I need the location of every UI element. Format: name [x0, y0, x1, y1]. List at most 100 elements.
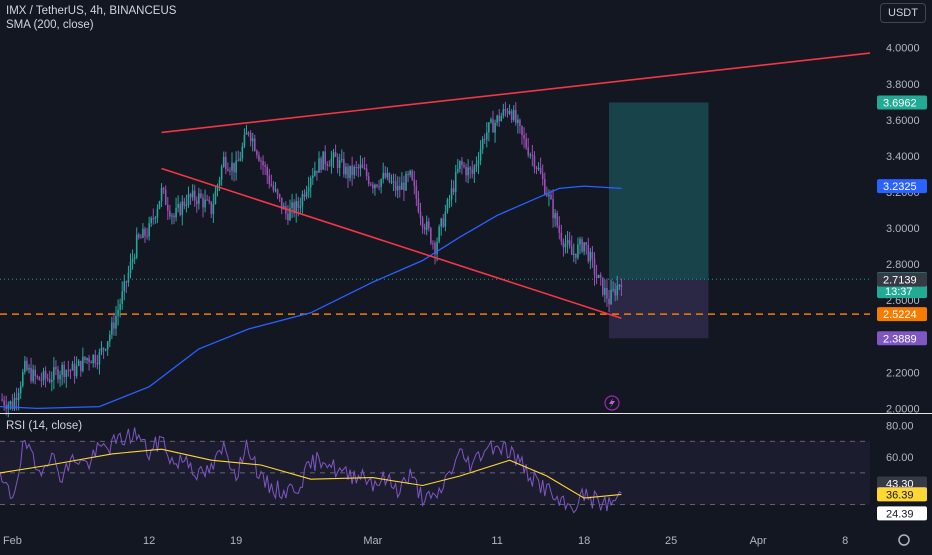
candle-body: [363, 167, 366, 169]
price-label-badge: [877, 179, 927, 194]
candle-body: [69, 370, 72, 372]
candle-body: [604, 287, 606, 295]
candle-body: [467, 167, 469, 176]
candle-body: [187, 194, 190, 205]
candle-body: [210, 201, 213, 215]
lightning-bolt-icon: [609, 398, 615, 408]
countdown-label-text: 13:37: [885, 286, 913, 298]
candle-body: [440, 218, 443, 227]
candle-body: [156, 208, 159, 218]
candle-body: [140, 237, 142, 239]
candle-body: [421, 218, 424, 228]
candle-body: [616, 285, 619, 296]
candle-body: [198, 193, 200, 204]
candle-body: [417, 198, 420, 212]
candle-body: [376, 184, 378, 187]
candle-body: [320, 158, 322, 170]
candle-body: [620, 284, 623, 288]
candle-body: [357, 167, 360, 169]
candle-body: [527, 147, 530, 156]
price-axis-tick: 3.0000: [886, 223, 920, 235]
candle-body: [523, 135, 525, 139]
rsi-ma-line: [0, 448, 622, 499]
candle-body: [79, 360, 82, 371]
price-label-text: 3.2325: [883, 181, 917, 193]
candle-body: [266, 166, 269, 176]
candle-body: [71, 363, 74, 371]
candle-body: [171, 215, 173, 217]
candle-body: [227, 169, 229, 171]
candle-body: [36, 376, 39, 378]
candle-body: [456, 168, 459, 172]
candle-body: [347, 166, 349, 178]
candle-body: [19, 385, 22, 393]
price-axis-tick: 2.2000: [886, 367, 920, 379]
candle-body: [326, 163, 329, 166]
candle-body: [235, 160, 237, 173]
candle-body: [575, 253, 577, 258]
candle-body: [330, 158, 333, 167]
candle-body: [427, 221, 430, 229]
candle-body: [311, 175, 314, 179]
candle-body: [328, 165, 331, 167]
candle-body: [287, 213, 289, 221]
candle-body: [380, 179, 382, 187]
candle-body: [568, 240, 571, 247]
candle-body: [237, 160, 240, 162]
currency-button[interactable]: USDT: [880, 3, 926, 23]
upper-trendline: [161, 52, 871, 134]
candle-body: [44, 371, 47, 379]
candle-body: [220, 166, 223, 180]
candle-body: [301, 194, 304, 207]
candle-body: [9, 401, 12, 405]
candle-body: [193, 190, 196, 201]
candle-body: [359, 164, 362, 169]
candle-body: [351, 165, 353, 176]
candle-body: [137, 234, 140, 238]
time-axis-tick: Feb: [3, 535, 22, 547]
candle-body: [463, 165, 465, 167]
candle-body: [564, 243, 567, 248]
candle-body: [618, 284, 621, 286]
candle-body: [289, 207, 291, 221]
candle-body: [525, 138, 527, 148]
candle-body: [11, 401, 14, 410]
candle-body: [566, 240, 569, 244]
candle-body: [46, 378, 49, 380]
candle-body: [471, 169, 474, 174]
candle-body: [448, 199, 451, 201]
candle-body: [378, 186, 380, 188]
candle-body: [610, 289, 612, 305]
candle-body: [125, 281, 128, 283]
candle-body: [212, 204, 215, 215]
candle-body: [419, 211, 422, 219]
candle-body: [195, 200, 198, 204]
candle-body: [34, 369, 37, 377]
candle-body: [32, 369, 34, 381]
candle-body: [208, 199, 211, 202]
candle-body: [285, 206, 287, 214]
candle-body: [430, 228, 432, 244]
candle-body: [461, 160, 463, 166]
candle-body: [175, 207, 177, 218]
sma-200-line: [0, 185, 622, 410]
candle-body: [390, 181, 393, 183]
symbol-legend[interactable]: IMX / TetherUS, 4h, BINANCEUS: [6, 5, 177, 17]
sma-legend[interactable]: SMA (200, close): [6, 19, 94, 31]
candle-body: [355, 166, 358, 168]
candle-body: [251, 138, 254, 142]
candle-body: [297, 201, 300, 208]
candle-body: [50, 379, 53, 383]
candle-body: [500, 115, 503, 122]
rsi-legend[interactable]: RSI (14, close): [6, 420, 83, 432]
candle-body: [127, 272, 130, 283]
candle-body: [469, 167, 472, 170]
candle-body: [173, 215, 175, 218]
candle-body: [111, 322, 113, 335]
candle-body: [133, 257, 136, 260]
candle-body: [249, 132, 252, 142]
candle-body: [59, 374, 61, 380]
time-axis-tick: 8: [842, 535, 848, 547]
